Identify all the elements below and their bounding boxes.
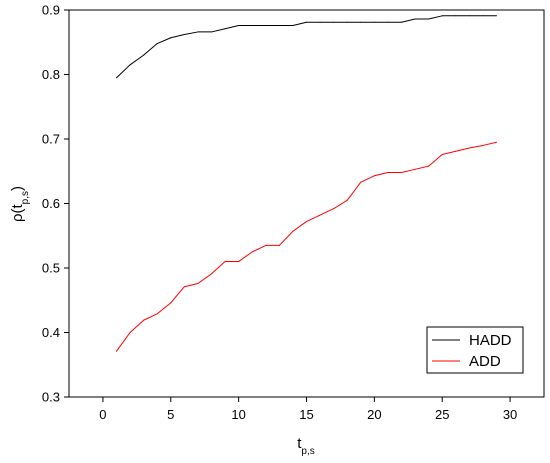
series-add-segment bbox=[292, 221, 307, 232]
series-add-segment bbox=[238, 251, 253, 263]
x-tick-label: 30 bbox=[503, 407, 517, 422]
series-add-segment bbox=[468, 144, 484, 149]
series-add-segment bbox=[156, 302, 172, 315]
y-tick-label: 0.6 bbox=[42, 196, 60, 211]
series-add-segment bbox=[414, 165, 430, 170]
x-tick-label: 5 bbox=[167, 407, 174, 422]
series-add-segment bbox=[183, 282, 199, 288]
x-tick-label: 10 bbox=[231, 407, 245, 422]
series-add-segment bbox=[278, 230, 294, 246]
series-add-segment bbox=[197, 273, 212, 284]
y-tick-label: 0.5 bbox=[42, 261, 60, 276]
series-hadd-segment bbox=[401, 18, 416, 23]
series-hadd-segment bbox=[183, 31, 199, 36]
series-hadd-segment bbox=[292, 21, 307, 26]
legend-box bbox=[426, 326, 524, 374]
series-add-segment bbox=[251, 244, 267, 253]
y-axis-title-sub: p,s bbox=[20, 191, 31, 204]
x-tick-label: 25 bbox=[435, 407, 449, 422]
series-hadd-segment bbox=[129, 54, 145, 66]
x-tick-label: 15 bbox=[299, 407, 313, 422]
series-add-segment bbox=[211, 261, 226, 275]
y-axis-title: ρ(tp,s) bbox=[9, 186, 31, 222]
axis-ticks: 0 5 10 15 20 25 30 0.3 0.4 0.5 0.6 0.7 0.8 0.9 bbox=[42, 3, 517, 423]
series-add-segment bbox=[143, 313, 158, 321]
x-axis-title: tp,s bbox=[297, 435, 315, 457]
series-add bbox=[116, 141, 497, 352]
y-tick-label: 0.8 bbox=[42, 67, 60, 82]
series-hadd-segment bbox=[143, 43, 158, 56]
series-add-segment bbox=[360, 175, 375, 183]
x-axis-title-sub: p,s bbox=[301, 446, 314, 457]
series-add-segment bbox=[428, 153, 443, 167]
x-axis-title-main: t bbox=[297, 435, 302, 452]
series-add-segment bbox=[306, 214, 321, 223]
y-tick-label: 0.4 bbox=[42, 325, 60, 340]
series-add-segment bbox=[373, 172, 389, 177]
series-hadd-segment bbox=[170, 34, 185, 39]
series-add-segment bbox=[346, 181, 362, 201]
series-hadd-segment bbox=[211, 28, 226, 33]
legend-label-add: ADD bbox=[469, 353, 501, 370]
y-axis-title-main: ρ(t bbox=[9, 203, 26, 222]
y-tick-label: 0.3 bbox=[42, 390, 60, 405]
y-axis-title-close: ) bbox=[9, 186, 26, 191]
series-add-segment bbox=[401, 168, 416, 174]
series-add-segment bbox=[482, 141, 497, 146]
y-tick-label: 0.9 bbox=[42, 3, 60, 18]
series-add-segment bbox=[116, 332, 131, 352]
series-hadd-segment bbox=[428, 15, 443, 20]
y-tick-label: 0.7 bbox=[42, 132, 60, 147]
legend-label-hadd: HADD bbox=[469, 332, 512, 349]
series-hadd bbox=[116, 15, 497, 79]
series-add-segment bbox=[170, 286, 185, 304]
series-add-segment bbox=[333, 199, 348, 210]
series-add-segment bbox=[129, 319, 145, 333]
x-tick-label: 20 bbox=[367, 407, 381, 422]
series-layer bbox=[116, 15, 497, 352]
x-tick-label: 0 bbox=[99, 407, 106, 422]
series-hadd-segment bbox=[156, 37, 172, 45]
series-add-segment bbox=[441, 150, 457, 155]
series-hadd-segment bbox=[224, 24, 240, 30]
series-add-segment bbox=[455, 147, 470, 152]
series-hadd-segment bbox=[116, 64, 131, 79]
legend: HADD ADD bbox=[426, 326, 524, 374]
series-add-segment bbox=[319, 208, 335, 216]
